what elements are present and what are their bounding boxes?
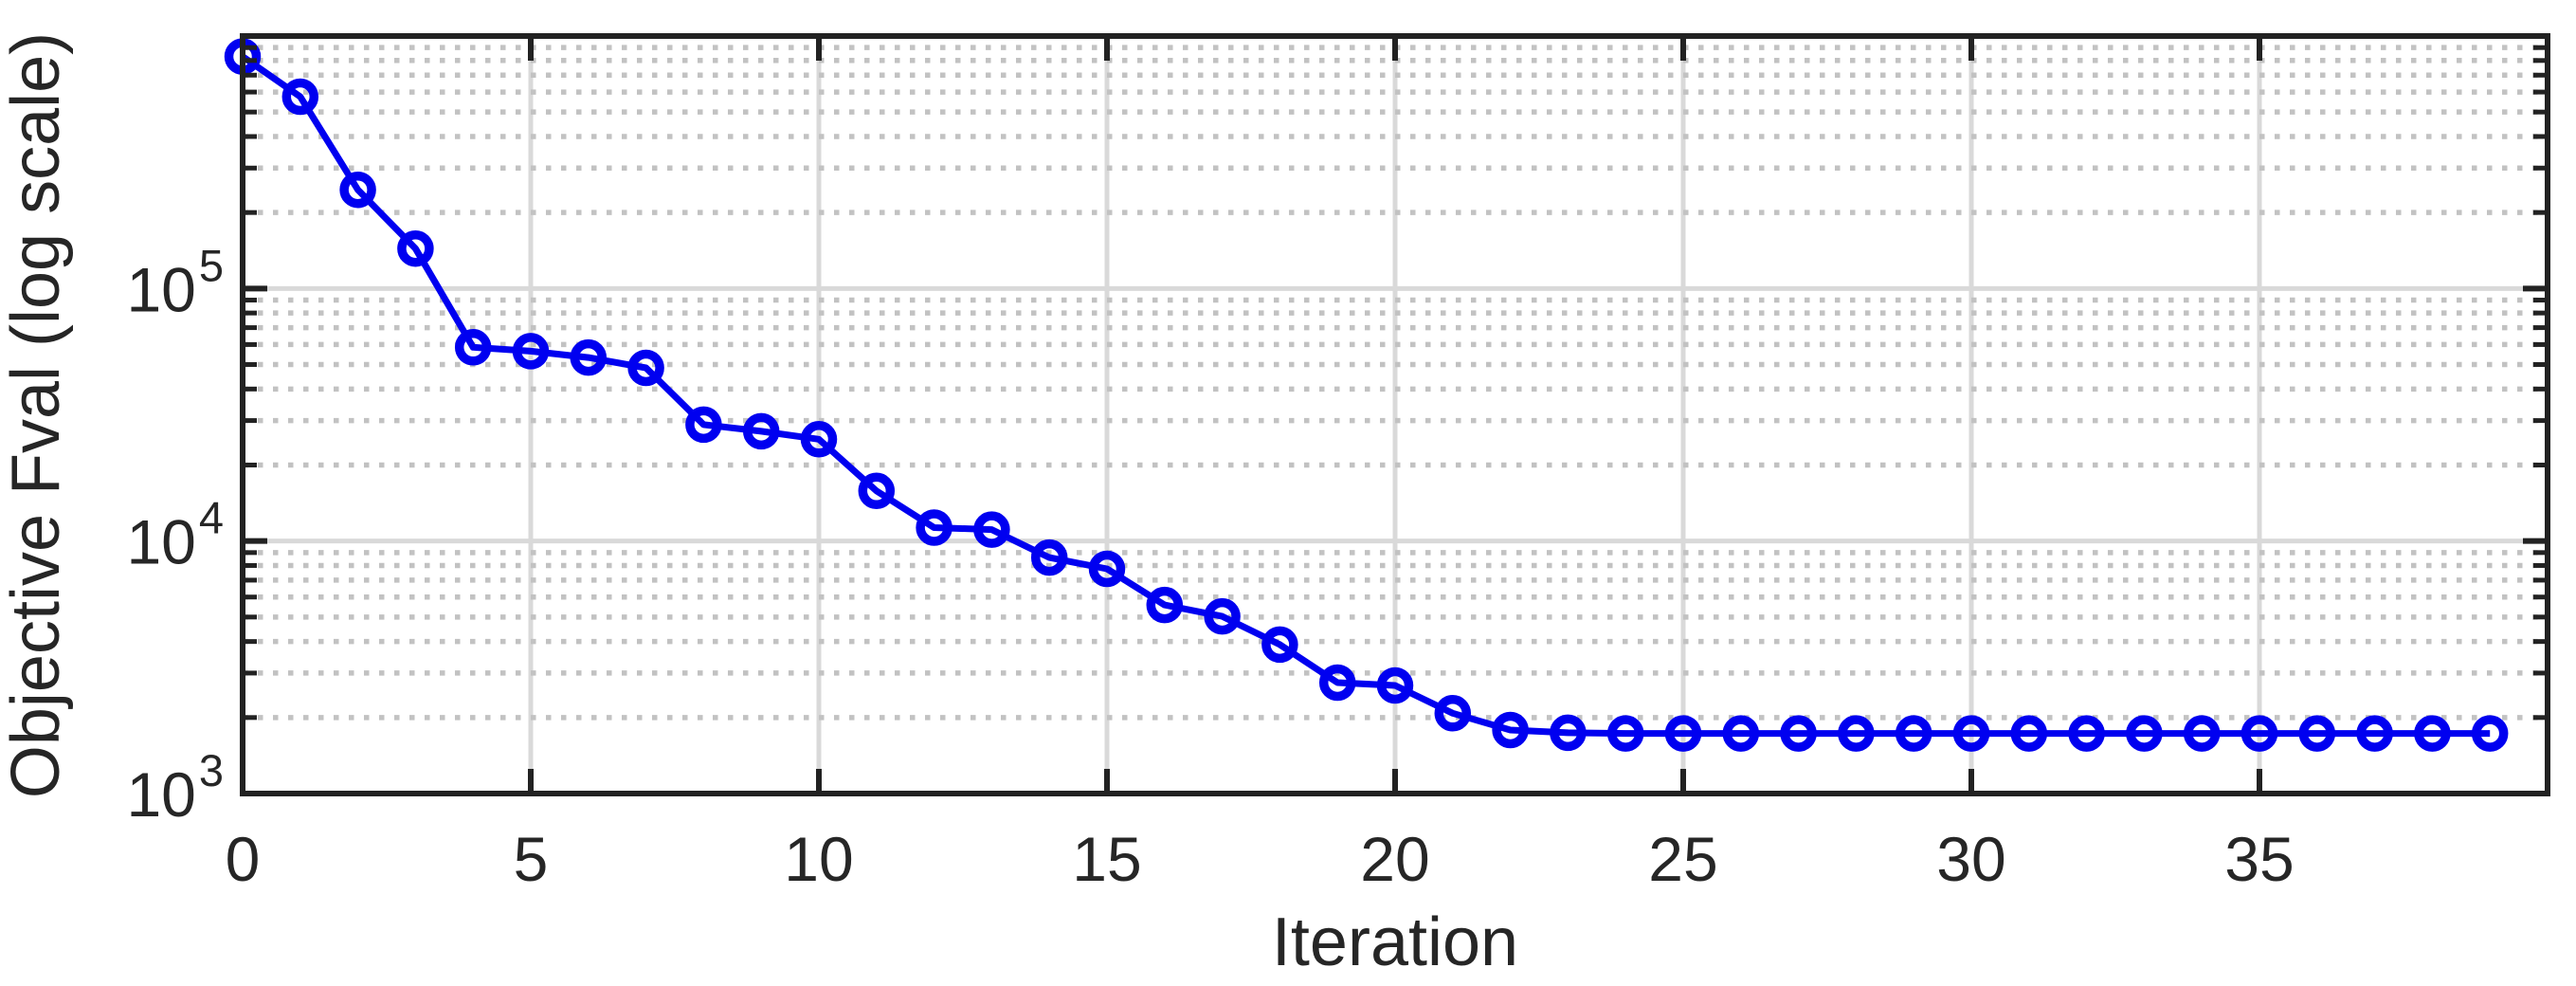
data-point-marker	[858, 472, 896, 510]
data-point-marker	[916, 509, 952, 546]
data-point-marker	[1664, 715, 1702, 752]
data-point-marker	[339, 171, 376, 209]
data-point-marker	[1030, 539, 1068, 576]
data-point-marker	[2471, 715, 2509, 752]
data-point-marker	[454, 329, 492, 366]
x-tick-label: 25	[1648, 824, 1717, 894]
data-point-marker	[1261, 626, 1298, 664]
data-point-marker	[627, 349, 664, 387]
data-point-marker	[1838, 715, 1875, 752]
data-point-marker	[685, 406, 722, 444]
data-point-marker	[1895, 715, 1932, 752]
data-point-marker	[1550, 714, 1587, 752]
data-point-marker	[570, 338, 608, 376]
data-point-marker	[1434, 695, 1472, 732]
y-tick-label: 105	[126, 240, 224, 324]
data-point-marker	[2010, 715, 2048, 752]
data-point-marker	[512, 333, 550, 370]
y-tick-label: 104	[126, 493, 224, 577]
data-point-marker	[1780, 715, 1817, 752]
y-tick-label: 103	[126, 745, 224, 830]
grid-layer	[243, 36, 2548, 794]
data-point-marker	[2240, 715, 2278, 752]
x-tick-label: 10	[784, 824, 853, 894]
axis-layer	[240, 33, 2550, 796]
data-point-marker	[1146, 586, 1184, 624]
data-point-marker	[397, 229, 434, 267]
data-point-marker	[1376, 666, 1414, 704]
data-point-marker	[1492, 711, 1529, 749]
y-axis-label: Objective Fval (log scale)	[0, 32, 74, 798]
x-axis-label: Iteration	[1272, 904, 1518, 980]
x-tick-label: 5	[514, 824, 549, 894]
data-point-marker	[1204, 597, 1241, 635]
data-point-marker	[742, 412, 780, 450]
x-tick-label: 20	[1360, 824, 1429, 894]
x-tick-label: 30	[1936, 824, 2005, 894]
data-point-marker	[2126, 715, 2163, 752]
x-tick-label: 35	[2224, 824, 2294, 894]
tick-label-layer: 0 5 10 15 20 25 30 35 103 104 105	[126, 240, 2294, 894]
x-tick-label: 15	[1072, 824, 1141, 894]
data-point-marker	[2356, 715, 2393, 752]
data-point-marker	[1318, 664, 1356, 702]
data-point-marker	[2183, 715, 2221, 752]
data-point-marker	[973, 511, 1010, 548]
data-point-marker	[2298, 715, 2336, 752]
data-series-layer	[224, 38, 2509, 752]
data-point-marker	[281, 78, 319, 116]
data-point-marker	[1606, 715, 1644, 752]
x-tick-label: 0	[226, 824, 261, 894]
data-point-marker	[1722, 715, 1760, 752]
data-point-marker	[1088, 550, 1126, 588]
data-point-marker	[2068, 715, 2105, 752]
data-point-marker	[800, 421, 838, 458]
series-line	[240, 53, 2491, 738]
data-point-marker	[1952, 715, 1990, 752]
data-point-marker	[2414, 715, 2451, 752]
